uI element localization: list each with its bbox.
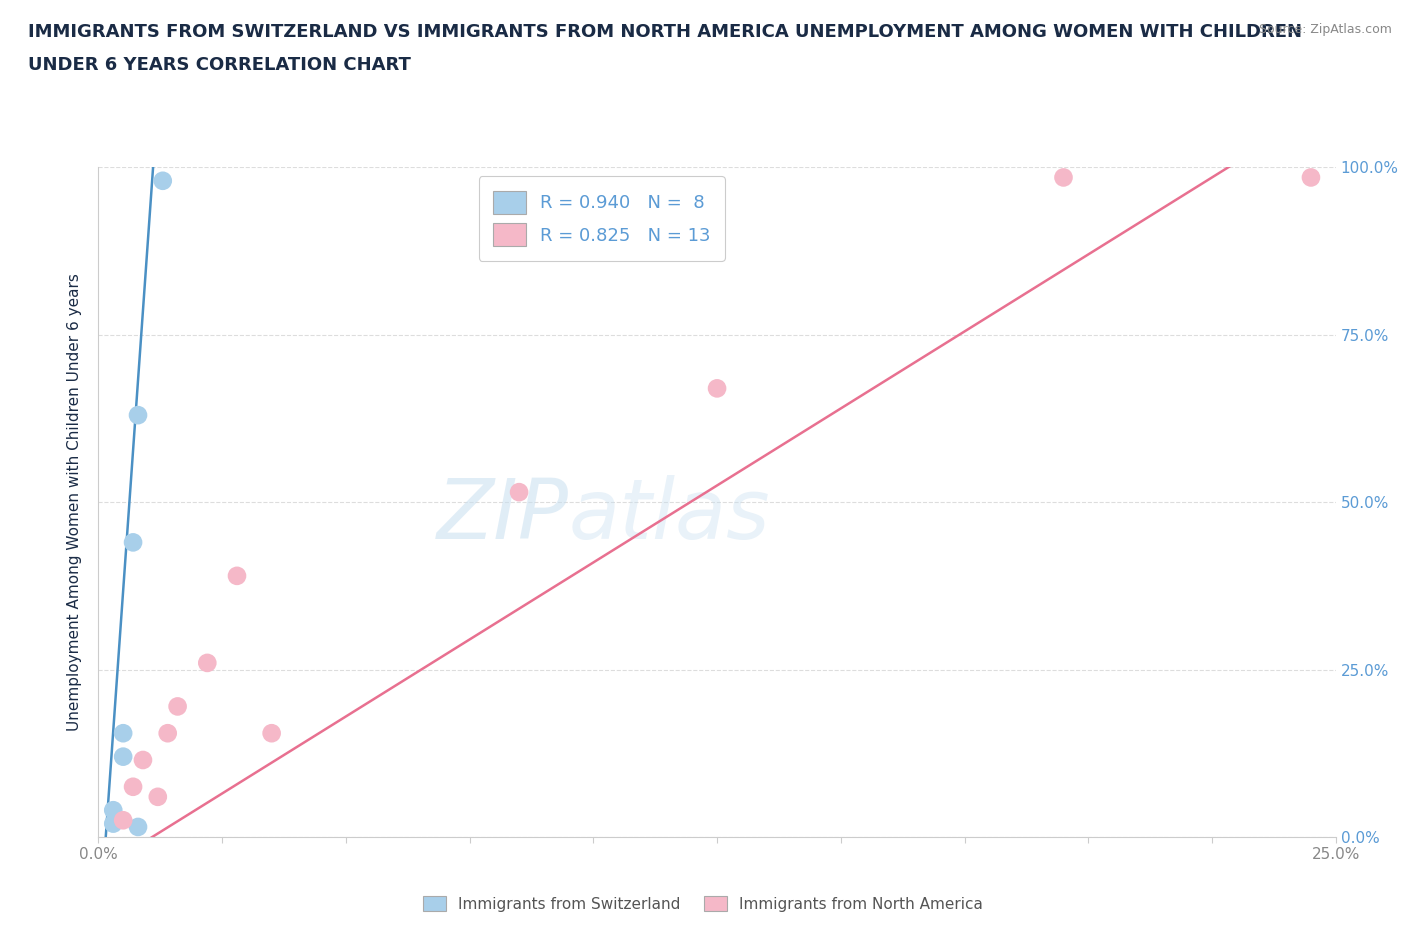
Text: UNDER 6 YEARS CORRELATION CHART: UNDER 6 YEARS CORRELATION CHART bbox=[28, 56, 411, 73]
Point bbox=[122, 779, 145, 794]
Point bbox=[127, 819, 149, 834]
Point bbox=[112, 813, 135, 828]
Point bbox=[103, 817, 125, 831]
Point bbox=[146, 790, 169, 804]
Text: IMMIGRANTS FROM SWITZERLAND VS IMMIGRANTS FROM NORTH AMERICA UNEMPLOYMENT AMONG : IMMIGRANTS FROM SWITZERLAND VS IMMIGRANT… bbox=[28, 23, 1302, 41]
Point bbox=[112, 750, 135, 764]
Legend: R = 0.940   N =  8, R = 0.825   N = 13: R = 0.940 N = 8, R = 0.825 N = 13 bbox=[478, 177, 725, 260]
Point bbox=[226, 568, 249, 583]
Point bbox=[103, 803, 125, 817]
Point bbox=[156, 725, 179, 740]
Point bbox=[152, 173, 174, 188]
Point bbox=[1299, 170, 1322, 185]
Point bbox=[166, 699, 188, 714]
Y-axis label: Unemployment Among Women with Children Under 6 years: Unemployment Among Women with Children U… bbox=[67, 273, 83, 731]
Text: atlas: atlas bbox=[568, 475, 770, 556]
Text: Source: ZipAtlas.com: Source: ZipAtlas.com bbox=[1258, 23, 1392, 36]
Legend: Immigrants from Switzerland, Immigrants from North America: Immigrants from Switzerland, Immigrants … bbox=[418, 889, 988, 918]
Text: ZIP: ZIP bbox=[437, 475, 568, 556]
Point bbox=[122, 535, 145, 550]
Point bbox=[260, 725, 283, 740]
Point bbox=[508, 485, 530, 499]
Point bbox=[1052, 170, 1074, 185]
Point bbox=[132, 752, 155, 767]
Point bbox=[195, 656, 218, 671]
Point bbox=[127, 407, 149, 422]
Point bbox=[112, 725, 135, 740]
Point bbox=[706, 381, 728, 396]
